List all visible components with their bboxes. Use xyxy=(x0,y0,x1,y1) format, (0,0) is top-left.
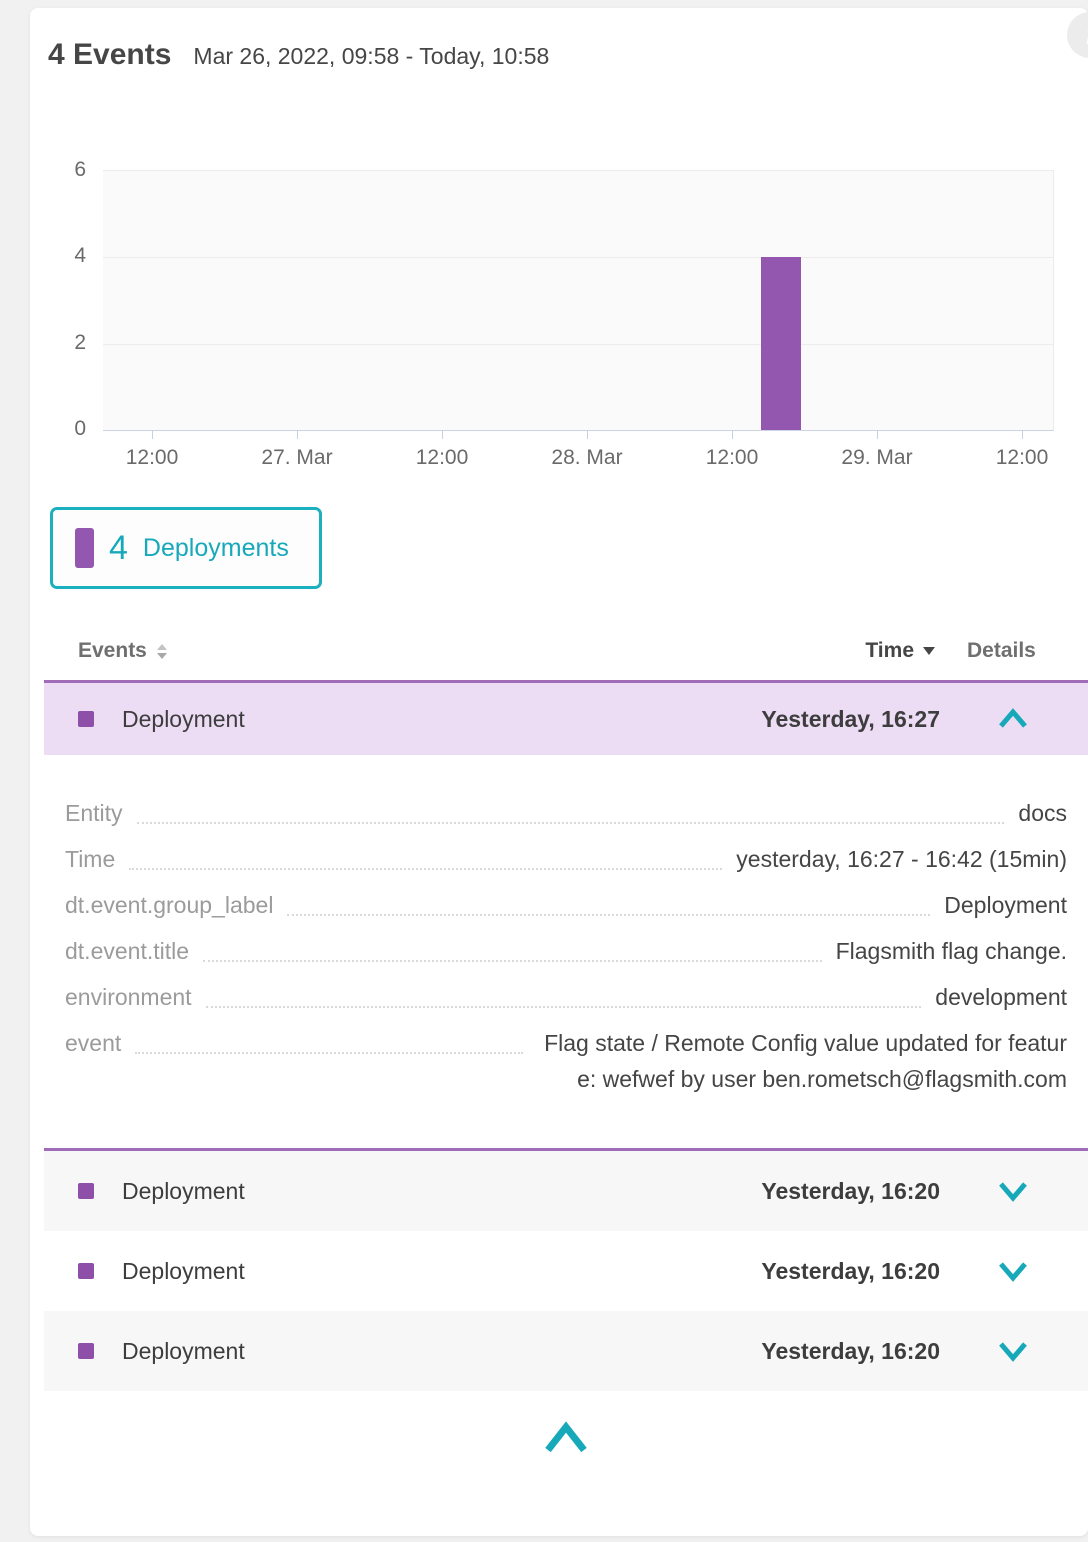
gridline xyxy=(103,257,1053,258)
event-time: Yesterday, 16:20 xyxy=(761,1177,940,1204)
chevron-down-icon[interactable] xyxy=(998,1340,1028,1362)
table-header: Events Time Details xyxy=(44,622,1088,680)
detail-value: development xyxy=(935,984,1067,1010)
legend-label: Deployments xyxy=(142,533,289,562)
event-type-label: Deployment xyxy=(122,705,245,732)
detail-value: docs xyxy=(1018,800,1067,826)
table-row-deployment-expanded[interactable]: Deployment Yesterday, 16:27 xyxy=(44,683,1088,755)
events-table: Events Time Details Deployment Yesterday… xyxy=(44,622,1088,1539)
dotted-leader xyxy=(136,795,1005,824)
x-tick xyxy=(152,430,153,439)
sort-icon xyxy=(156,643,167,659)
x-tick xyxy=(732,430,733,439)
collapse-list-button[interactable] xyxy=(543,1421,589,1455)
chevron-down-icon[interactable] xyxy=(998,1260,1028,1282)
event-time: Yesterday, 16:20 xyxy=(761,1337,940,1364)
deployment-swatch-icon xyxy=(78,1263,94,1279)
x-axis-tick-label: 12:00 xyxy=(125,446,179,469)
x-axis-tick-label: 29. Mar xyxy=(841,446,913,469)
detail-label: Time xyxy=(65,846,116,872)
detail-value: Deployment xyxy=(944,892,1067,918)
detail-row: Time yesterday, 16:27 - 16:42 (15min) xyxy=(65,841,1067,877)
events-column-label: Events xyxy=(78,639,147,662)
detail-label: environment xyxy=(65,984,192,1010)
deployment-swatch-icon xyxy=(78,1343,94,1359)
detail-row: environment development xyxy=(65,979,1067,1015)
detail-row: Entity docs xyxy=(65,795,1067,831)
chevron-down-icon[interactable] xyxy=(998,1180,1028,1202)
expanded-event-group: Deployment Yesterday, 16:27 Entity docs … xyxy=(44,680,1088,1151)
detail-label: event xyxy=(65,1030,122,1056)
detail-value: Flagsmith flag change. xyxy=(835,938,1067,964)
gridline xyxy=(103,344,1053,345)
detail-label: dt.event.title xyxy=(65,938,190,964)
x-tick xyxy=(1022,430,1023,439)
page-title: 4 Events xyxy=(48,38,172,71)
detail-row: event Flag state / Remote Config value u… xyxy=(65,1025,1067,1097)
event-type-label: Deployment xyxy=(122,1257,245,1284)
timeframe-label: Mar 26, 2022, 09:58 - Today, 10:58 xyxy=(193,43,550,69)
deployment-swatch-icon xyxy=(78,1183,94,1199)
x-tick xyxy=(442,430,443,439)
y-axis-tick-label: 4 xyxy=(74,244,86,267)
x-axis-tick-label: 12:00 xyxy=(995,446,1049,469)
column-header-events[interactable]: Events xyxy=(78,639,167,663)
x-axis-tick-label: 12:00 xyxy=(415,446,469,469)
x-tick xyxy=(297,430,298,439)
dotted-leader xyxy=(287,887,931,916)
table-footer xyxy=(44,1391,1088,1539)
table-row-deployment[interactable]: Deployment Yesterday, 16:20 xyxy=(44,1231,1088,1311)
dotted-leader xyxy=(129,841,723,870)
y-axis-tick-label: 0 xyxy=(74,417,86,440)
table-row-deployment[interactable]: Deployment Yesterday, 16:20 xyxy=(44,1311,1088,1391)
detail-row: dt.event.group_label Deployment xyxy=(65,887,1067,923)
plot-area xyxy=(103,170,1054,431)
deployment-bar[interactable] xyxy=(761,257,801,430)
x-axis-tick-label: 27. Mar xyxy=(261,446,333,469)
event-type-label: Deployment xyxy=(122,1337,245,1364)
event-details: Entity docs Time yesterday, 16:27 - 16:4… xyxy=(44,755,1088,1148)
event-time: Yesterday, 16:20 xyxy=(761,1257,940,1284)
x-tick xyxy=(587,430,588,439)
dotted-leader xyxy=(135,1025,523,1054)
time-column-label: Time xyxy=(865,639,914,662)
detail-label: dt.event.group_label xyxy=(65,892,274,918)
event-type-label: Deployment xyxy=(122,1177,245,1204)
y-axis-tick-label: 6 xyxy=(74,158,86,181)
dotted-leader xyxy=(205,979,922,1008)
detail-value: yesterday, 16:27 - 16:42 (15min) xyxy=(736,846,1067,872)
legend-deployments-button[interactable]: 4 Deployments xyxy=(50,507,322,589)
y-axis-tick-label: 2 xyxy=(74,331,86,354)
x-axis-tick-label: 28. Mar xyxy=(551,446,623,469)
legend-count: 4 xyxy=(109,528,128,567)
x-axis-tick-label: 12:00 xyxy=(705,446,759,469)
sort-desc-icon xyxy=(923,647,935,655)
panel-header: 4 Events Mar 26, 2022, 09:58 - Today, 10… xyxy=(48,38,549,72)
deployments-swatch-icon xyxy=(75,528,94,568)
detail-row: dt.event.title Flagsmith flag change. xyxy=(65,933,1067,969)
deployment-swatch-icon xyxy=(78,711,94,727)
dotted-leader xyxy=(203,933,822,962)
detail-label: Entity xyxy=(65,800,123,826)
column-header-details: Details xyxy=(967,639,1036,662)
info-icon[interactable]: i xyxy=(1067,12,1088,58)
table-row-deployment[interactable]: Deployment Yesterday, 16:20 xyxy=(44,1151,1088,1231)
event-time: Yesterday, 16:27 xyxy=(761,705,940,732)
column-header-time[interactable]: Time xyxy=(865,639,935,663)
chevron-up-icon[interactable] xyxy=(998,708,1028,730)
x-tick xyxy=(877,430,878,439)
events-panel: i 4 Events Mar 26, 2022, 09:58 - Today, … xyxy=(30,8,1088,1536)
detail-value: Flag state / Remote Config value updated… xyxy=(544,1030,1067,1092)
